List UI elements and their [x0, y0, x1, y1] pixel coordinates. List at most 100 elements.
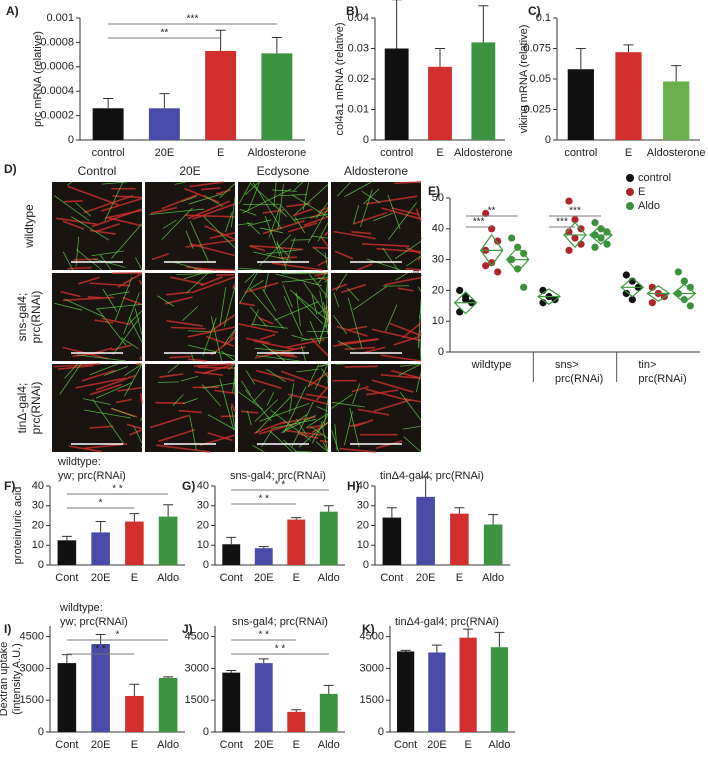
fiber	[157, 295, 175, 307]
panel-letter: C)	[528, 4, 541, 18]
fiber	[126, 423, 143, 430]
data-point	[686, 283, 694, 291]
fiber	[380, 374, 421, 380]
fiber	[347, 287, 360, 302]
fiber	[251, 309, 259, 326]
fiber	[344, 181, 372, 198]
fiber	[184, 187, 220, 204]
error-bar	[291, 517, 302, 520]
fiber	[123, 292, 140, 335]
x-tick-label: 20E	[254, 739, 274, 751]
bar	[222, 672, 241, 732]
bar	[490, 647, 508, 732]
fiber	[62, 296, 114, 302]
y-tick-label: 0	[38, 726, 44, 738]
bar	[319, 693, 338, 732]
y-tick-label: 0.1	[536, 12, 551, 24]
x-tick-label: Cont	[220, 739, 243, 751]
data-point	[603, 240, 611, 248]
fiber	[238, 323, 279, 334]
row-label: sns-gal4;	[15, 293, 29, 342]
error-bar	[95, 633, 106, 645]
fiber	[249, 306, 268, 327]
fiber	[296, 418, 307, 435]
error-bar	[258, 546, 269, 549]
column-label: 20E	[179, 164, 200, 178]
fiber	[384, 276, 422, 286]
chart-title: wildtype:	[59, 602, 103, 614]
fiber	[289, 383, 294, 414]
bar	[158, 516, 178, 565]
fiber	[293, 213, 329, 221]
y-tick-label: 0.01	[348, 103, 369, 115]
fiber	[286, 338, 325, 349]
micrograph-bg	[145, 273, 235, 361]
fiber	[331, 393, 353, 409]
fiber	[354, 419, 374, 428]
fiber	[191, 276, 236, 294]
fiber	[305, 413, 329, 429]
fiber	[203, 216, 236, 249]
data-point	[482, 209, 490, 217]
fiber	[331, 283, 348, 291]
fiber	[387, 194, 401, 230]
fiber	[321, 368, 329, 378]
fiber	[278, 256, 297, 259]
y-tick-label: 4500	[20, 631, 44, 643]
fiber	[394, 240, 422, 260]
error-bar	[494, 631, 505, 648]
fiber	[219, 378, 235, 431]
error-bar	[420, 476, 431, 497]
column-label: Control	[78, 164, 117, 178]
fiber	[91, 250, 124, 257]
data-point	[603, 228, 611, 236]
mean-diamond	[536, 288, 562, 305]
panel-letter: E)	[428, 184, 440, 198]
y-tick-label: 10	[432, 315, 444, 327]
fiber	[276, 243, 290, 258]
error-bar	[129, 683, 140, 696]
panel-letter: A)	[6, 4, 19, 18]
significance-label: * *	[258, 630, 269, 641]
fiber	[262, 288, 277, 312]
fiber	[294, 450, 312, 453]
micrograph-bg	[331, 273, 421, 361]
fiber	[176, 272, 214, 276]
bar	[450, 513, 469, 565]
fiber	[210, 336, 236, 356]
x-tick-label: Aldo	[157, 572, 179, 584]
bar	[382, 517, 402, 565]
fiber	[230, 406, 236, 430]
fiber	[238, 302, 255, 307]
fiber	[279, 193, 307, 197]
bar	[428, 652, 446, 732]
panel-letter: B)	[346, 4, 359, 18]
panel-letter: F)	[4, 479, 15, 493]
fiber	[216, 273, 236, 276]
fiber	[149, 208, 205, 215]
fiber	[316, 386, 329, 401]
fiber	[264, 215, 281, 257]
x-tick-label: E	[131, 739, 138, 751]
fiber	[207, 414, 236, 430]
x-tick-label: E	[625, 147, 632, 159]
y-tick-label: 1500	[360, 694, 384, 706]
fiber	[185, 239, 236, 248]
y-tick-label: 3000	[360, 662, 384, 674]
fiber	[298, 421, 329, 448]
fiber	[398, 363, 422, 376]
chart-title: yw; prc(RNAi)	[60, 616, 128, 628]
fiber	[305, 393, 329, 399]
fiber	[331, 430, 340, 453]
fiber	[115, 276, 133, 321]
fiber	[210, 316, 223, 362]
error-bar	[215, 29, 226, 51]
fiber	[255, 395, 292, 434]
fiber	[204, 195, 224, 207]
fiber	[96, 381, 133, 399]
fiber	[225, 211, 233, 233]
fiber	[161, 207, 193, 241]
fiber	[247, 410, 252, 426]
x-tick-label: E	[456, 572, 463, 584]
fiber	[245, 181, 260, 195]
